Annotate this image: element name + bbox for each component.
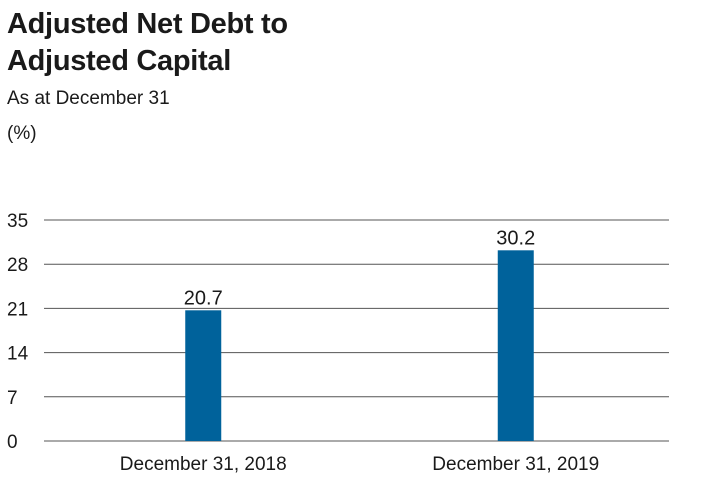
data-label: 20.7 xyxy=(184,287,223,309)
y-tick-label: 0 xyxy=(7,432,18,453)
x-tick-label: December 31, 2019 xyxy=(432,454,599,475)
data-label: 30.2 xyxy=(496,227,535,249)
chart-title-line-1: Adjusted Net Debt to xyxy=(7,8,288,40)
chart-title: Adjusted Net Debt to Adjusted Capital xyxy=(7,6,288,80)
unit-label: (%) xyxy=(7,123,37,144)
bar xyxy=(185,310,222,441)
gridlines xyxy=(44,219,669,442)
chart-title-line-2: Adjusted Capital xyxy=(7,45,231,77)
y-tick-label: 35 xyxy=(7,211,28,232)
y-tick-label: 14 xyxy=(7,344,29,365)
y-tick-label: 7 xyxy=(7,388,18,409)
y-tick-label: 21 xyxy=(7,299,28,320)
labels: 0 7 14 21 28 35 20.7 December 31, 2018 30.2 Decem… xyxy=(7,211,599,475)
y-tick-label: 28 xyxy=(7,255,28,276)
bars xyxy=(185,250,534,441)
x-tick-label: December 31, 2018 xyxy=(120,454,287,475)
chart-subtitle: As at December 31 xyxy=(7,88,170,109)
bar xyxy=(497,250,534,441)
